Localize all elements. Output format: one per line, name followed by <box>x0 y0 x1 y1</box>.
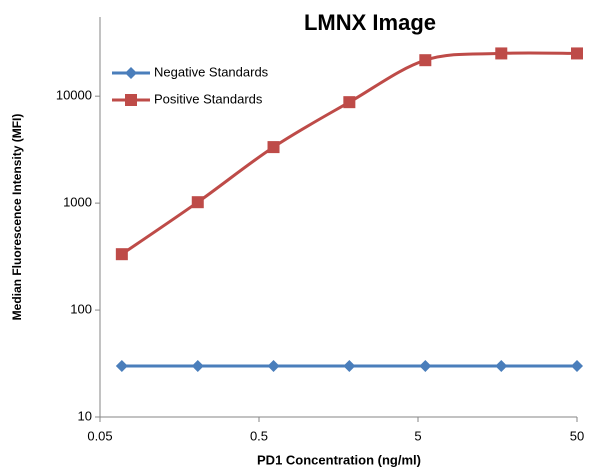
legend-marker <box>125 94 137 106</box>
marker <box>419 54 432 67</box>
marker <box>419 359 432 372</box>
marker <box>267 359 280 372</box>
series-line <box>120 51 578 256</box>
y-tick-label: 100 <box>70 301 92 316</box>
marker <box>191 196 204 209</box>
y-tick-label: 1000 <box>63 195 92 210</box>
legend-marker <box>125 67 137 79</box>
y-tick-label: 10 <box>78 408 92 423</box>
marker <box>191 359 204 372</box>
chart-title: LMNX Image <box>304 10 436 35</box>
y-axis-label: Median Fluorescence Intensity (MFI) <box>10 114 24 321</box>
marker <box>115 359 128 372</box>
y-tick-label: 10000 <box>56 88 92 103</box>
marker <box>343 96 356 109</box>
x-tick-label: 0.5 <box>250 428 268 443</box>
marker <box>571 47 583 60</box>
x-tick-label: 5 <box>414 428 421 443</box>
marker <box>571 359 583 372</box>
legend-label: Positive Standards <box>154 91 263 106</box>
x-tick-label: 50 <box>570 428 584 443</box>
marker <box>495 47 508 60</box>
marker <box>267 141 280 154</box>
x-axis-label: PD1 Concentration (ng/ml) <box>257 452 421 467</box>
marker <box>343 359 356 372</box>
marker <box>115 248 128 261</box>
x-tick-label: 0.05 <box>87 428 112 443</box>
marker <box>495 359 508 372</box>
legend-label: Negative Standards <box>154 64 269 79</box>
